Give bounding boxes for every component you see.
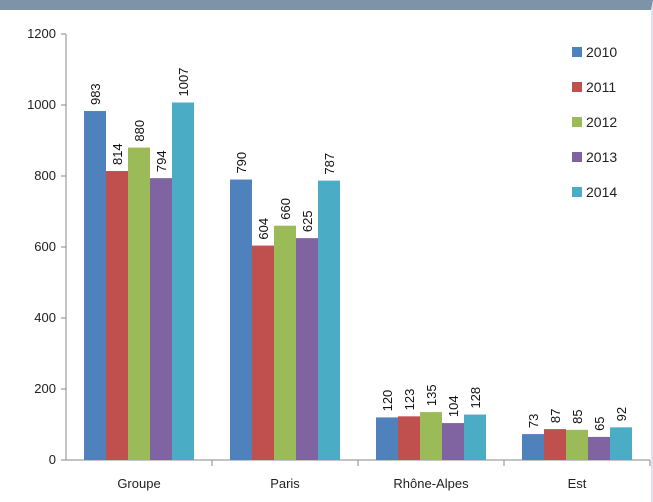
bar	[544, 429, 566, 460]
legend-swatch	[572, 47, 582, 57]
bar	[150, 178, 172, 460]
bars	[84, 102, 632, 461]
data-label: 794	[154, 150, 169, 172]
data-label: 92	[614, 407, 629, 421]
data-label: 814	[110, 143, 125, 165]
legend-swatch	[572, 187, 582, 197]
bar	[566, 429, 588, 460]
x-category-label: Paris	[270, 476, 300, 491]
bar	[610, 427, 632, 460]
bar	[106, 171, 128, 460]
legend-label: 2010	[586, 44, 617, 60]
y-tick-label: 600	[34, 239, 56, 254]
data-label: 128	[468, 387, 483, 409]
bar	[398, 416, 420, 460]
y-tick-label: 200	[34, 381, 56, 396]
data-label: 104	[446, 395, 461, 417]
data-label: 123	[402, 389, 417, 411]
bar	[588, 436, 610, 460]
legend-label: 2013	[586, 149, 617, 165]
y-tick-label: 1200	[27, 26, 56, 41]
bar	[230, 179, 252, 461]
data-label: 790	[234, 152, 249, 174]
bar	[318, 180, 340, 461]
bar	[296, 238, 318, 460]
legend-swatch	[572, 117, 582, 127]
y-tick-label: 400	[34, 310, 56, 325]
y-tick-label: 0	[49, 452, 56, 467]
legend-label: 2011	[586, 79, 616, 95]
bar	[464, 414, 486, 460]
y-tick-label: 1000	[27, 97, 56, 112]
x-category-label: Est	[568, 476, 587, 491]
bar	[252, 245, 274, 460]
data-label: 880	[132, 120, 147, 142]
bar	[522, 434, 544, 460]
bar	[442, 423, 464, 460]
bar	[274, 225, 296, 460]
bar	[84, 111, 106, 460]
x-category-label: Rhône-Alpes	[393, 476, 469, 491]
data-label: 1007	[176, 68, 191, 97]
legend-swatch	[572, 82, 582, 92]
bar	[376, 417, 398, 460]
legend-label: 2014	[586, 184, 617, 200]
bar	[128, 147, 150, 460]
legend-swatch	[572, 152, 582, 162]
data-label: 120	[380, 390, 395, 412]
data-labels: 983 814 880 794 1007 790 604 660 625 787 120 123 135…	[88, 68, 629, 431]
data-label: 604	[256, 218, 271, 240]
data-label: 787	[322, 153, 337, 175]
data-label: 73	[526, 414, 541, 428]
data-label: 625	[300, 210, 315, 232]
data-label: 983	[88, 83, 103, 105]
data-label: 87	[548, 409, 563, 423]
data-label: 65	[592, 416, 607, 430]
x-category-label: Groupe	[117, 476, 160, 491]
bar	[420, 412, 442, 460]
bar	[172, 102, 194, 460]
y-tick-label: 800	[34, 168, 56, 183]
data-label: 660	[278, 198, 293, 220]
legend-label: 2012	[586, 114, 617, 130]
data-label: 85	[570, 409, 585, 423]
data-label: 135	[424, 384, 439, 406]
legend: 2010 2011 2012 2013 2014	[572, 44, 617, 200]
